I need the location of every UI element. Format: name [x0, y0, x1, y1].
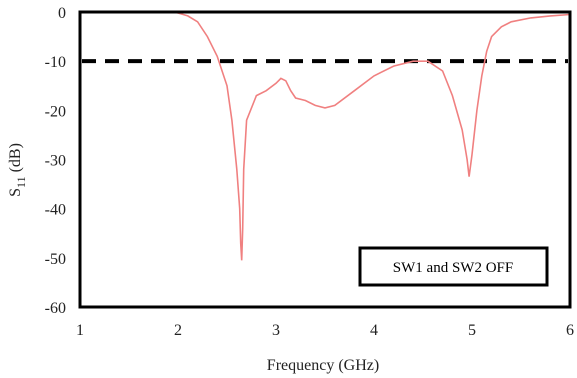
x-axis-title: Frequency (GHz) [267, 357, 379, 374]
y-tick-label: -10 [45, 54, 66, 71]
x-tick-label: 4 [370, 322, 378, 339]
y-tick-label: -60 [45, 300, 66, 317]
y-axis-title-unit: (dB) [7, 143, 24, 176]
x-tick-label: 6 [566, 322, 574, 339]
y-tick-label: -20 [45, 103, 66, 120]
x-tick-label: 3 [272, 322, 280, 339]
y-axis-title-sub: 11 [14, 176, 28, 188]
x-tick-label: 2 [174, 322, 182, 339]
annotation-box: SW1 and SW2 OFF [358, 246, 549, 287]
y-axis-title: S11 (dB) [7, 143, 28, 197]
x-tick-label: 5 [468, 322, 476, 339]
plot-frame [78, 10, 572, 309]
series-line [172, 11, 571, 261]
y-axis-ticks: 0 -10 -20 -30 -40 -50 -60 [45, 5, 66, 317]
y-tick-label: -50 [45, 251, 66, 268]
y-axis-title-main: S [7, 188, 24, 197]
y-tick-label: 0 [58, 5, 66, 22]
annotation-text: SW1 and SW2 OFF [393, 260, 513, 276]
y-tick-label: -40 [45, 202, 66, 219]
x-tick-label: 1 [76, 322, 84, 339]
x-axis-ticks: 1 2 3 4 5 6 [76, 322, 574, 339]
y-tick-label: -30 [45, 153, 66, 170]
